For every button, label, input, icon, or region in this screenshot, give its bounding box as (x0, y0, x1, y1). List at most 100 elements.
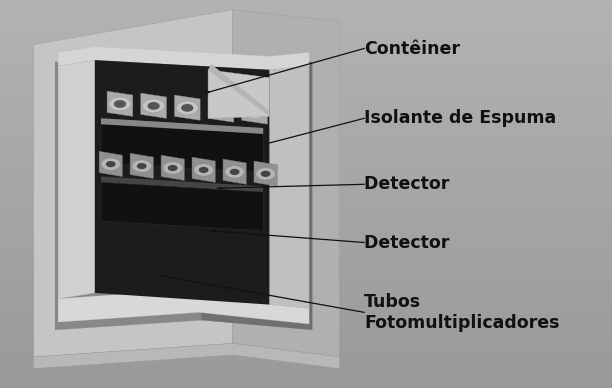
Polygon shape (192, 157, 215, 182)
Bar (0, 237, 612, 242)
Bar (0, 372, 612, 378)
Circle shape (143, 99, 165, 113)
Bar (0, 62, 612, 68)
Bar (0, 125, 612, 131)
Bar (0, 353, 612, 359)
Text: Contêiner: Contêiner (364, 40, 460, 57)
Bar (0, 363, 612, 369)
Bar (0, 358, 612, 364)
Bar (0, 208, 612, 213)
Bar (0, 140, 612, 146)
Circle shape (163, 162, 182, 174)
Bar (0, 256, 612, 262)
Bar (0, 19, 612, 24)
Bar (0, 28, 612, 34)
Polygon shape (101, 118, 263, 134)
Polygon shape (211, 230, 216, 232)
Bar (0, 242, 612, 248)
Bar (0, 232, 612, 237)
Bar (0, 57, 612, 63)
Circle shape (109, 97, 131, 111)
Bar (0, 77, 612, 83)
Bar (0, 310, 612, 315)
Bar (0, 198, 612, 204)
Polygon shape (95, 60, 269, 305)
Polygon shape (254, 161, 277, 186)
Bar (0, 23, 612, 29)
Polygon shape (34, 10, 340, 56)
Bar (0, 305, 612, 310)
Circle shape (101, 158, 121, 170)
Bar (0, 222, 612, 228)
Bar (0, 286, 612, 291)
Circle shape (114, 100, 126, 108)
Bar (0, 368, 612, 373)
Polygon shape (101, 177, 263, 192)
Bar (0, 154, 612, 160)
Text: Isolante de Espuma: Isolante de Espuma (364, 109, 556, 127)
Bar (0, 82, 612, 87)
Bar (0, 38, 612, 44)
Bar (0, 314, 612, 320)
Bar (0, 281, 612, 286)
Polygon shape (174, 95, 200, 120)
Circle shape (256, 168, 275, 180)
Polygon shape (223, 159, 246, 184)
Bar (0, 189, 612, 194)
Bar (0, 213, 612, 218)
Polygon shape (159, 275, 165, 277)
Circle shape (225, 166, 244, 178)
Text: Detector: Detector (364, 175, 455, 193)
Bar (0, 339, 612, 345)
Polygon shape (245, 147, 250, 149)
Bar (0, 295, 612, 301)
Bar (0, 271, 612, 276)
Polygon shape (208, 70, 269, 118)
Text: Tubos
Fotomultiplicadores: Tubos Fotomultiplicadores (364, 293, 559, 332)
Polygon shape (208, 64, 269, 116)
Bar (0, 101, 612, 107)
Text: Detector: Detector (364, 234, 455, 251)
Bar (0, 334, 612, 340)
Bar (0, 72, 612, 78)
Bar (0, 261, 612, 267)
Bar (0, 164, 612, 170)
Bar (0, 178, 612, 184)
Bar (0, 275, 612, 281)
Bar (0, 33, 612, 39)
Bar (0, 169, 612, 175)
Circle shape (261, 171, 271, 177)
Polygon shape (58, 60, 95, 299)
Bar (0, 348, 612, 354)
Bar (0, 290, 612, 296)
Polygon shape (242, 99, 267, 124)
Bar (0, 4, 612, 10)
Bar (0, 378, 612, 383)
Polygon shape (202, 54, 312, 330)
Bar (0, 251, 612, 257)
Bar (0, 106, 612, 112)
Bar (0, 120, 612, 126)
Bar (0, 14, 612, 19)
Circle shape (215, 106, 227, 114)
Bar (0, 135, 612, 141)
Bar (0, 247, 612, 252)
Bar (0, 217, 612, 223)
Polygon shape (217, 187, 222, 189)
Bar (0, 344, 612, 349)
Bar (0, 193, 612, 199)
Polygon shape (161, 155, 184, 180)
Polygon shape (233, 10, 340, 357)
Circle shape (244, 105, 266, 119)
Bar (0, 174, 612, 179)
Circle shape (132, 160, 152, 172)
Polygon shape (130, 153, 154, 178)
Polygon shape (99, 151, 122, 177)
Polygon shape (55, 54, 202, 330)
Bar (0, 150, 612, 155)
Polygon shape (107, 91, 133, 116)
Bar (0, 266, 612, 272)
Bar (0, 111, 612, 116)
Bar (0, 87, 612, 92)
Polygon shape (101, 124, 263, 173)
